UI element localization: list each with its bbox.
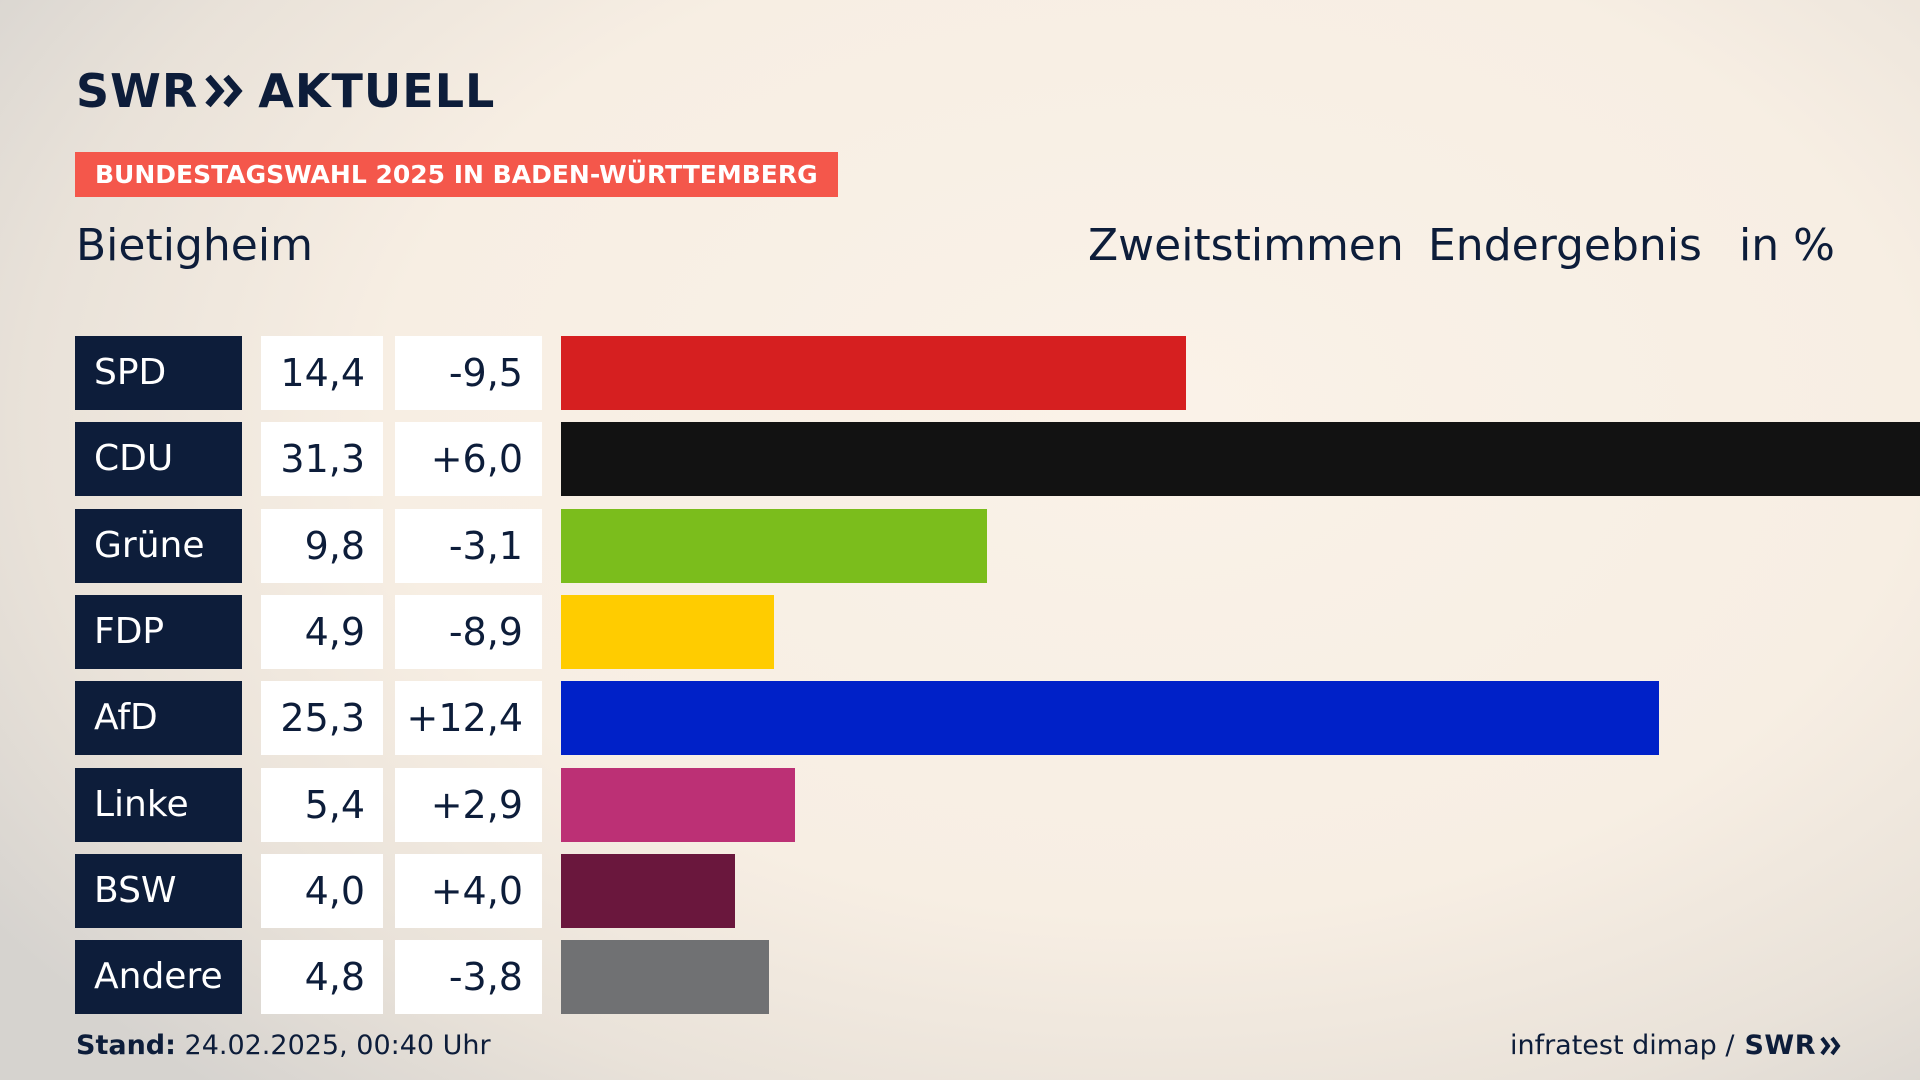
source-brand: SWR (1744, 1030, 1816, 1061)
party-label: Linke (75, 768, 242, 842)
result-bar (561, 854, 735, 928)
vote-change-value: +12,4 (395, 681, 542, 755)
vote-change-value: +2,9 (395, 768, 542, 842)
vote-change-value: -9,5 (395, 336, 542, 410)
unit-label: in % (1739, 220, 1835, 271)
swr-aktuell-logo: SWR AKTUELL (76, 64, 496, 118)
result-bar (561, 595, 774, 669)
source-text: infratest dimap / (1509, 1030, 1735, 1061)
result-bar (561, 336, 1186, 410)
result-status-label: Endergebnis (1428, 220, 1702, 271)
vote-share-value: 4,0 (261, 854, 383, 928)
vote-share-value: 9,8 (261, 509, 383, 583)
vote-change-value: -3,8 (395, 940, 542, 1014)
party-label: AfD (75, 681, 242, 755)
party-label: BSW (75, 854, 242, 928)
party-label: CDU (75, 422, 242, 496)
logo-aktuell-text: AKTUELL (258, 64, 496, 118)
result-bar (561, 940, 769, 1014)
double-chevron-icon (205, 74, 243, 108)
result-bar (561, 509, 987, 583)
double-chevron-icon-small (1820, 1036, 1841, 1055)
party-label: SPD (75, 336, 242, 410)
vote-change-value: -8,9 (395, 595, 542, 669)
result-bar (561, 681, 1659, 755)
vote-share-value: 4,9 (261, 595, 383, 669)
vote-share-value: 31,3 (261, 422, 383, 496)
vote-share-value: 5,4 (261, 768, 383, 842)
vote-share-value: 25,3 (261, 681, 383, 755)
vote-share-value: 4,8 (261, 940, 383, 1014)
logo-swr-text: SWR (76, 64, 199, 118)
region-title: Bietigheim (76, 220, 313, 271)
timestamp-value: 24.02.2025, 00:40 Uhr (184, 1030, 491, 1061)
vote-type-label: Zweitstimmen (1088, 220, 1404, 271)
vote-change-value: -3,1 (395, 509, 542, 583)
party-label: FDP (75, 595, 242, 669)
timestamp-label: Stand: (76, 1030, 176, 1061)
result-bar (561, 768, 795, 842)
vote-change-value: +6,0 (395, 422, 542, 496)
timestamp: Stand: 24.02.2025, 00:40 Uhr (76, 1030, 491, 1061)
party-label: Grüne (75, 509, 242, 583)
vote-share-value: 14,4 (261, 336, 383, 410)
party-label: Andere (75, 940, 242, 1014)
vote-change-value: +4,0 (395, 854, 542, 928)
result-bar (561, 422, 1920, 496)
election-banner: BUNDESTAGSWAHL 2025 IN BADEN-WÜRTTEMBERG (75, 152, 838, 197)
source-credit: infratest dimap / SWR (1510, 1030, 1844, 1061)
